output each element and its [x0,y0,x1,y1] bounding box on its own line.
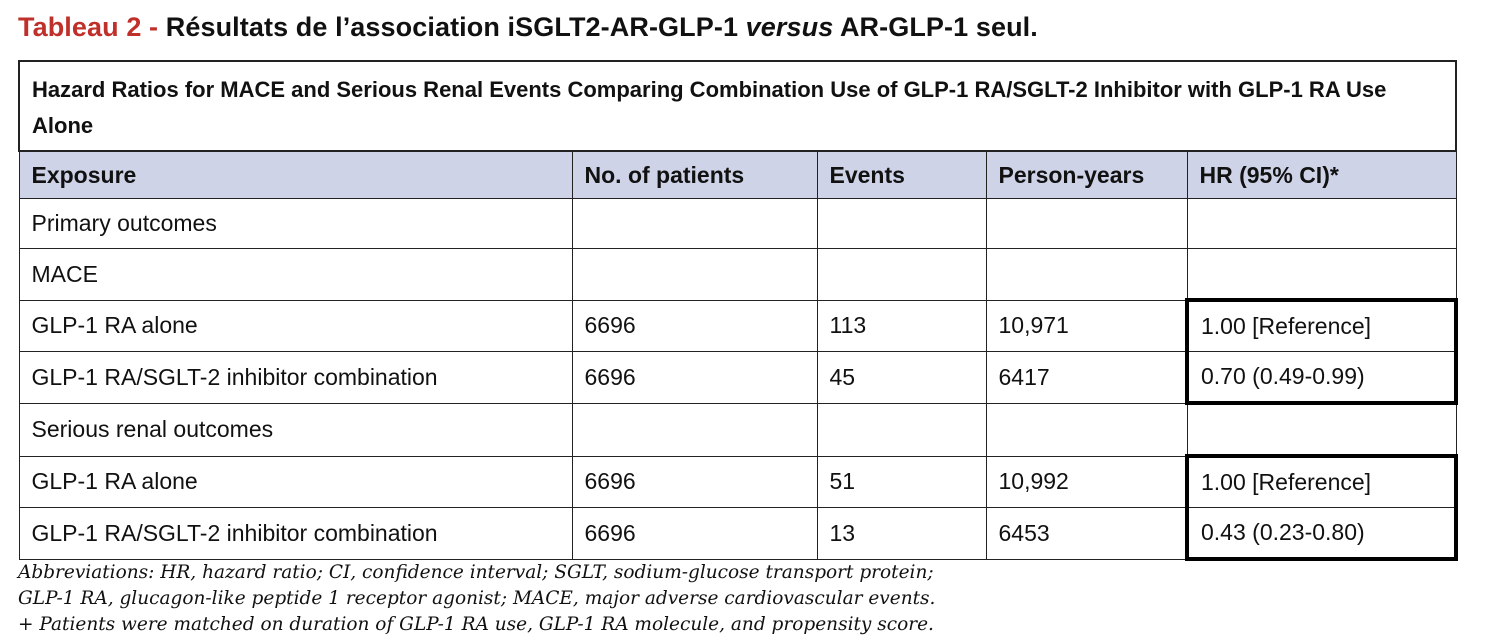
cell-events: 45 [816,351,987,404]
cell-patients: 6696 [571,507,818,560]
title-end: AR-GLP-1 seul. [839,12,1038,42]
cell-patients [571,248,818,301]
footnote-line: Abbreviations: HR, hazard ratio; CI, con… [18,562,934,583]
footnote-line: + Patients were matched on duration of G… [18,614,934,635]
table-row: GLP-1 RA alone 6696 113 10,971 1.00 [Ref… [18,298,1459,352]
header-hr: HR (95% CI)* [1186,150,1457,199]
cell-exposure: GLP-1 RA/SGLT-2 inhibitor combination [18,351,573,404]
cell-events [816,402,987,457]
title-prefix: Tableau 2 - [18,12,159,42]
cell-person-years [985,402,1188,457]
page-title: Tableau 2 - Résultats de l’association i… [18,12,1038,43]
footnote-line: GLP-1 RA, glucagon-like peptide 1 recept… [18,588,936,609]
title-main: Résultats de l’association iSGLT2-AR-GLP… [165,12,739,42]
footnotes: Abbreviations: HR, hazard ratio; CI, con… [18,560,935,638]
table-row: GLP-1 RA alone 6696 51 10,992 1.00 [Refe… [18,454,1459,508]
cell-exposure: Serious renal outcomes [18,402,573,457]
table-row: GLP-1 RA/SGLT-2 inhibitor combination 66… [18,507,1459,561]
header-events: Events [816,150,987,199]
cell-patients [571,198,818,249]
cell-person-years: 10,992 [985,455,1188,508]
title-italic: versus [745,12,834,42]
cell-hr [1186,402,1457,457]
header-person-years: Person-years [985,150,1188,199]
cell-hr [1186,248,1457,301]
header-exposure: Exposure [18,150,573,199]
cell-exposure: MACE [18,248,573,301]
cell-patients: 6696 [571,455,818,508]
cell-hr-highlight: 0.70 (0.49-0.99) [1184,351,1459,405]
cell-patients [571,402,818,457]
cell-exposure: GLP-1 RA alone [18,299,573,352]
table-row: Serious renal outcomes [18,402,1457,457]
cell-person-years: 6453 [985,507,1188,560]
cell-exposure: GLP-1 RA alone [18,455,573,508]
header-patients: No. of patients [571,150,818,199]
cell-events [816,248,987,301]
cell-exposure: Primary outcomes [18,198,573,249]
table-row: GLP-1 RA/SGLT-2 inhibitor combination 66… [18,351,1459,405]
cell-events: 113 [816,299,987,352]
cell-exposure: GLP-1 RA/SGLT-2 inhibitor combination [18,507,573,560]
cell-hr-highlight: 0.43 (0.23-0.80) [1184,507,1459,561]
table-header-row: Exposure No. of patients Events Person-y… [18,150,1457,199]
cell-person-years: 10,971 [985,299,1188,352]
table-row: Primary outcomes [18,198,1457,249]
results-table: Hazard Ratios for MACE and Serious Renal… [17,60,1459,561]
cell-person-years [985,198,1188,249]
cell-patients: 6696 [571,299,818,352]
cell-hr-highlight: 1.00 [Reference] [1184,454,1459,508]
table-row: MACE [18,248,1457,301]
cell-person-years [985,248,1188,301]
cell-events [816,198,987,249]
cell-patients: 6696 [571,351,818,404]
cell-hr [1186,198,1457,249]
cell-person-years: 6417 [985,351,1188,404]
cell-events: 13 [816,507,987,560]
table-caption: Hazard Ratios for MACE and Serious Renal… [17,60,1458,152]
cell-hr-highlight: 1.00 [Reference] [1184,298,1459,352]
cell-events: 51 [816,455,987,508]
